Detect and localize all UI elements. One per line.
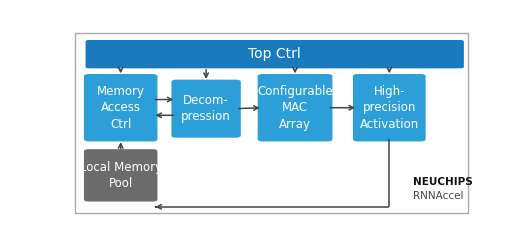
FancyBboxPatch shape xyxy=(171,80,241,138)
Text: Decom-
pression: Decom- pression xyxy=(181,94,231,123)
Text: High-
precision
Activation: High- precision Activation xyxy=(360,85,419,131)
Text: Local Memory
Pool: Local Memory Pool xyxy=(80,161,162,190)
Text: Configurable
MAC
Array: Configurable MAC Array xyxy=(257,85,333,131)
FancyBboxPatch shape xyxy=(84,74,157,142)
FancyBboxPatch shape xyxy=(353,74,426,142)
FancyBboxPatch shape xyxy=(85,40,464,68)
FancyBboxPatch shape xyxy=(258,74,332,142)
Text: RNNAccel: RNNAccel xyxy=(413,191,464,201)
Text: Top Ctrl: Top Ctrl xyxy=(249,47,301,61)
Text: Memory
Access
Ctrl: Memory Access Ctrl xyxy=(96,85,145,131)
Text: NEUCHIPS: NEUCHIPS xyxy=(413,177,473,187)
FancyBboxPatch shape xyxy=(75,33,468,213)
FancyBboxPatch shape xyxy=(84,149,157,202)
